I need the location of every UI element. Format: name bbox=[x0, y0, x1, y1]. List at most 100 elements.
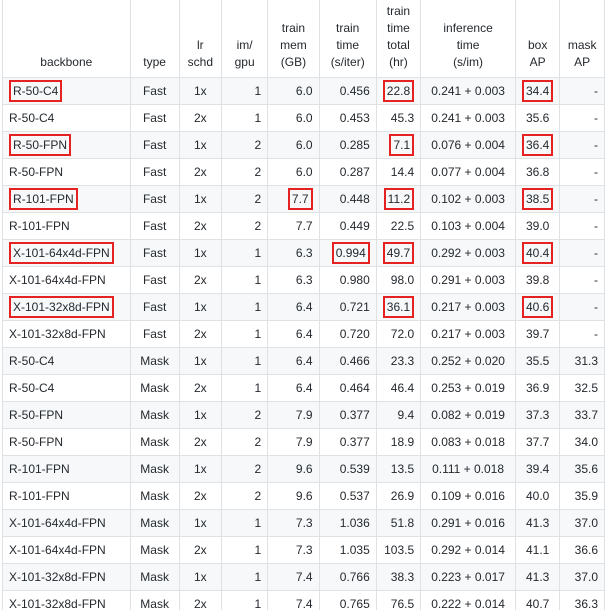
type-cell: Mask bbox=[129, 374, 180, 402]
lr-schd-cell: 2x bbox=[178, 212, 223, 240]
box-ap-cell: 40.7 bbox=[514, 590, 561, 610]
mask-ap-cell: - bbox=[559, 212, 605, 240]
header-row: backbone type lr schd im/gpu train mem (GB)… bbox=[2, 0, 605, 78]
header-cell: mask AP bbox=[559, 0, 605, 78]
train-time-total-cell: 22.8 bbox=[375, 77, 422, 105]
mask-ap-cell: 36.6 bbox=[559, 536, 605, 564]
im-per-gpu-cell: 1 bbox=[221, 104, 269, 132]
highlight-box: 40.6 bbox=[522, 296, 554, 318]
table-row: R-50-C4 Fast 2x 1 6.0 0.453 45.3 0.241 + 0.003 3… bbox=[2, 104, 605, 132]
im-per-gpu-cell: 1 bbox=[221, 563, 269, 591]
im-per-gpu-cell: 1 bbox=[221, 536, 269, 564]
lr-schd-cell: 1x bbox=[178, 509, 223, 537]
inference-time-cell: 0.076 + 0.004 bbox=[420, 131, 516, 159]
backbone-cell: R-50-C4 bbox=[2, 104, 131, 132]
mask-ap-cell: - bbox=[559, 104, 605, 132]
table-row: R-50-FPN Mask 2x 2 7.9 0.377 18.9 0.083 + 0.018… bbox=[2, 428, 605, 456]
mask-ap-cell: 37.0 bbox=[559, 563, 605, 591]
backbone-cell: R-50-FPN bbox=[2, 131, 131, 159]
mask-ap-cell: 36.3 bbox=[559, 590, 605, 610]
im-per-gpu-cell: 1 bbox=[221, 590, 269, 610]
table-row: X-101-32x8d-FPN Fast 2x 1 6.4 0.720 72.0 0.217 … bbox=[2, 320, 605, 348]
box-ap-cell: 41.3 bbox=[514, 563, 561, 591]
train-time-total-cell: 72.0 bbox=[375, 320, 422, 348]
train-time-total-cell: 22.5 bbox=[375, 212, 422, 240]
inference-time-cell: 0.291 + 0.003 bbox=[420, 266, 516, 294]
lr-schd-cell: 1x bbox=[178, 293, 223, 321]
table-row: R-101-FPN Mask 2x 2 9.6 0.537 26.9 0.109 + 0.01… bbox=[2, 482, 605, 510]
train-time-total-cell: 14.4 bbox=[375, 158, 422, 186]
type-cell: Fast bbox=[129, 320, 180, 348]
inference-time-cell: 0.292 + 0.014 bbox=[420, 536, 516, 564]
mask-ap-cell: 37.0 bbox=[559, 509, 605, 537]
table-row: R-50-C4 Fast 1x 1 6.0 0.456 22.8 0.241 + 0.003 3… bbox=[2, 77, 605, 105]
im-per-gpu-cell: 2 bbox=[221, 428, 269, 456]
train-mem-cell: 6.0 bbox=[267, 158, 320, 186]
table-row: X-101-64x4d-FPN Fast 2x 1 6.3 0.980 98.0 0.291 … bbox=[2, 266, 605, 294]
box-ap-cell: 36.9 bbox=[514, 374, 561, 402]
highlight-box: 38.5 bbox=[522, 188, 554, 210]
lr-schd-cell: 1x bbox=[178, 77, 223, 105]
train-mem-cell: 6.3 bbox=[267, 239, 320, 267]
lr-schd-cell: 2x bbox=[178, 266, 223, 294]
box-ap-cell: 39.7 bbox=[514, 320, 561, 348]
lr-schd-cell: 2x bbox=[178, 374, 223, 402]
train-time-total-cell: 46.4 bbox=[375, 374, 422, 402]
train-time-total-cell: 13.5 bbox=[375, 455, 422, 483]
highlight-box: X-101-32x8d-FPN bbox=[9, 296, 114, 318]
train-mem-cell: 7.4 bbox=[267, 563, 320, 591]
lr-schd-cell: 2x bbox=[178, 590, 223, 610]
backbone-cell: R-101-FPN bbox=[2, 482, 131, 510]
mask-ap-cell: - bbox=[559, 266, 605, 294]
inference-time-cell: 0.253 + 0.019 bbox=[420, 374, 516, 402]
train-time-total-cell: 51.8 bbox=[375, 509, 422, 537]
type-cell: Mask bbox=[129, 509, 180, 537]
type-cell: Mask bbox=[129, 482, 180, 510]
type-cell: Fast bbox=[129, 104, 180, 132]
table-row: R-101-FPN Fast 2x 2 7.7 0.449 22.5 0.103 + 0.00… bbox=[2, 212, 605, 240]
train-mem-cell: 7.7 bbox=[267, 212, 320, 240]
inference-time-cell: 0.102 + 0.003 bbox=[420, 185, 516, 213]
inference-time-cell: 0.111 + 0.018 bbox=[420, 455, 516, 483]
lr-schd-cell: 2x bbox=[178, 428, 223, 456]
header-cell: lr schd bbox=[178, 0, 223, 78]
box-ap-cell: 35.6 bbox=[514, 104, 561, 132]
inference-time-cell: 0.241 + 0.003 bbox=[420, 77, 516, 105]
highlight-box: 7.7 bbox=[287, 188, 313, 210]
box-ap-cell: 40.6 bbox=[514, 293, 561, 321]
lr-schd-cell: 1x bbox=[178, 401, 223, 429]
header-cell: im/gpu bbox=[221, 0, 269, 78]
type-cell: Fast bbox=[129, 158, 180, 186]
inference-time-cell: 0.217 + 0.003 bbox=[420, 293, 516, 321]
header-cell: inference time (s/im) bbox=[420, 0, 516, 78]
header-cell: backbone bbox=[2, 0, 131, 78]
type-cell: Fast bbox=[129, 266, 180, 294]
im-per-gpu-cell: 1 bbox=[221, 509, 269, 537]
highlight-box: 36.4 bbox=[522, 134, 554, 156]
backbone-cell: X-101-64x4d-FPN bbox=[2, 266, 131, 294]
highlight-box: 34.4 bbox=[522, 80, 554, 102]
train-mem-cell: 7.7 bbox=[267, 185, 320, 213]
type-cell: Mask bbox=[129, 563, 180, 591]
train-time-cell: 0.453 bbox=[318, 104, 377, 132]
box-ap-cell: 37.3 bbox=[514, 401, 561, 429]
lr-schd-cell: 2x bbox=[178, 536, 223, 564]
table-row: X-101-32x8d-FPN Mask 2x 1 7.4 0.765 76.5 0.222 … bbox=[2, 590, 605, 610]
train-time-cell: 0.720 bbox=[318, 320, 377, 348]
train-time-cell: 0.766 bbox=[318, 563, 377, 591]
mask-ap-cell: 33.7 bbox=[559, 401, 605, 429]
train-time-cell: 0.448 bbox=[318, 185, 377, 213]
im-per-gpu-cell: 2 bbox=[221, 131, 269, 159]
backbone-cell: R-101-FPN bbox=[2, 185, 131, 213]
train-time-total-cell: 38.3 bbox=[375, 563, 422, 591]
train-time-total-cell: 26.9 bbox=[375, 482, 422, 510]
lr-schd-cell: 2x bbox=[178, 320, 223, 348]
lr-schd-cell: 1x bbox=[178, 455, 223, 483]
table-row: R-101-FPN Fast 1x 2 7.7 0.448 11.2 0.102 + 0.00… bbox=[2, 185, 605, 213]
highlight-box: 11.2 bbox=[383, 188, 415, 210]
train-time-total-cell: 11.2 bbox=[375, 185, 422, 213]
backbone-cell: R-50-FPN bbox=[2, 158, 131, 186]
backbone-cell: X-101-64x4d-FPN bbox=[2, 536, 131, 564]
